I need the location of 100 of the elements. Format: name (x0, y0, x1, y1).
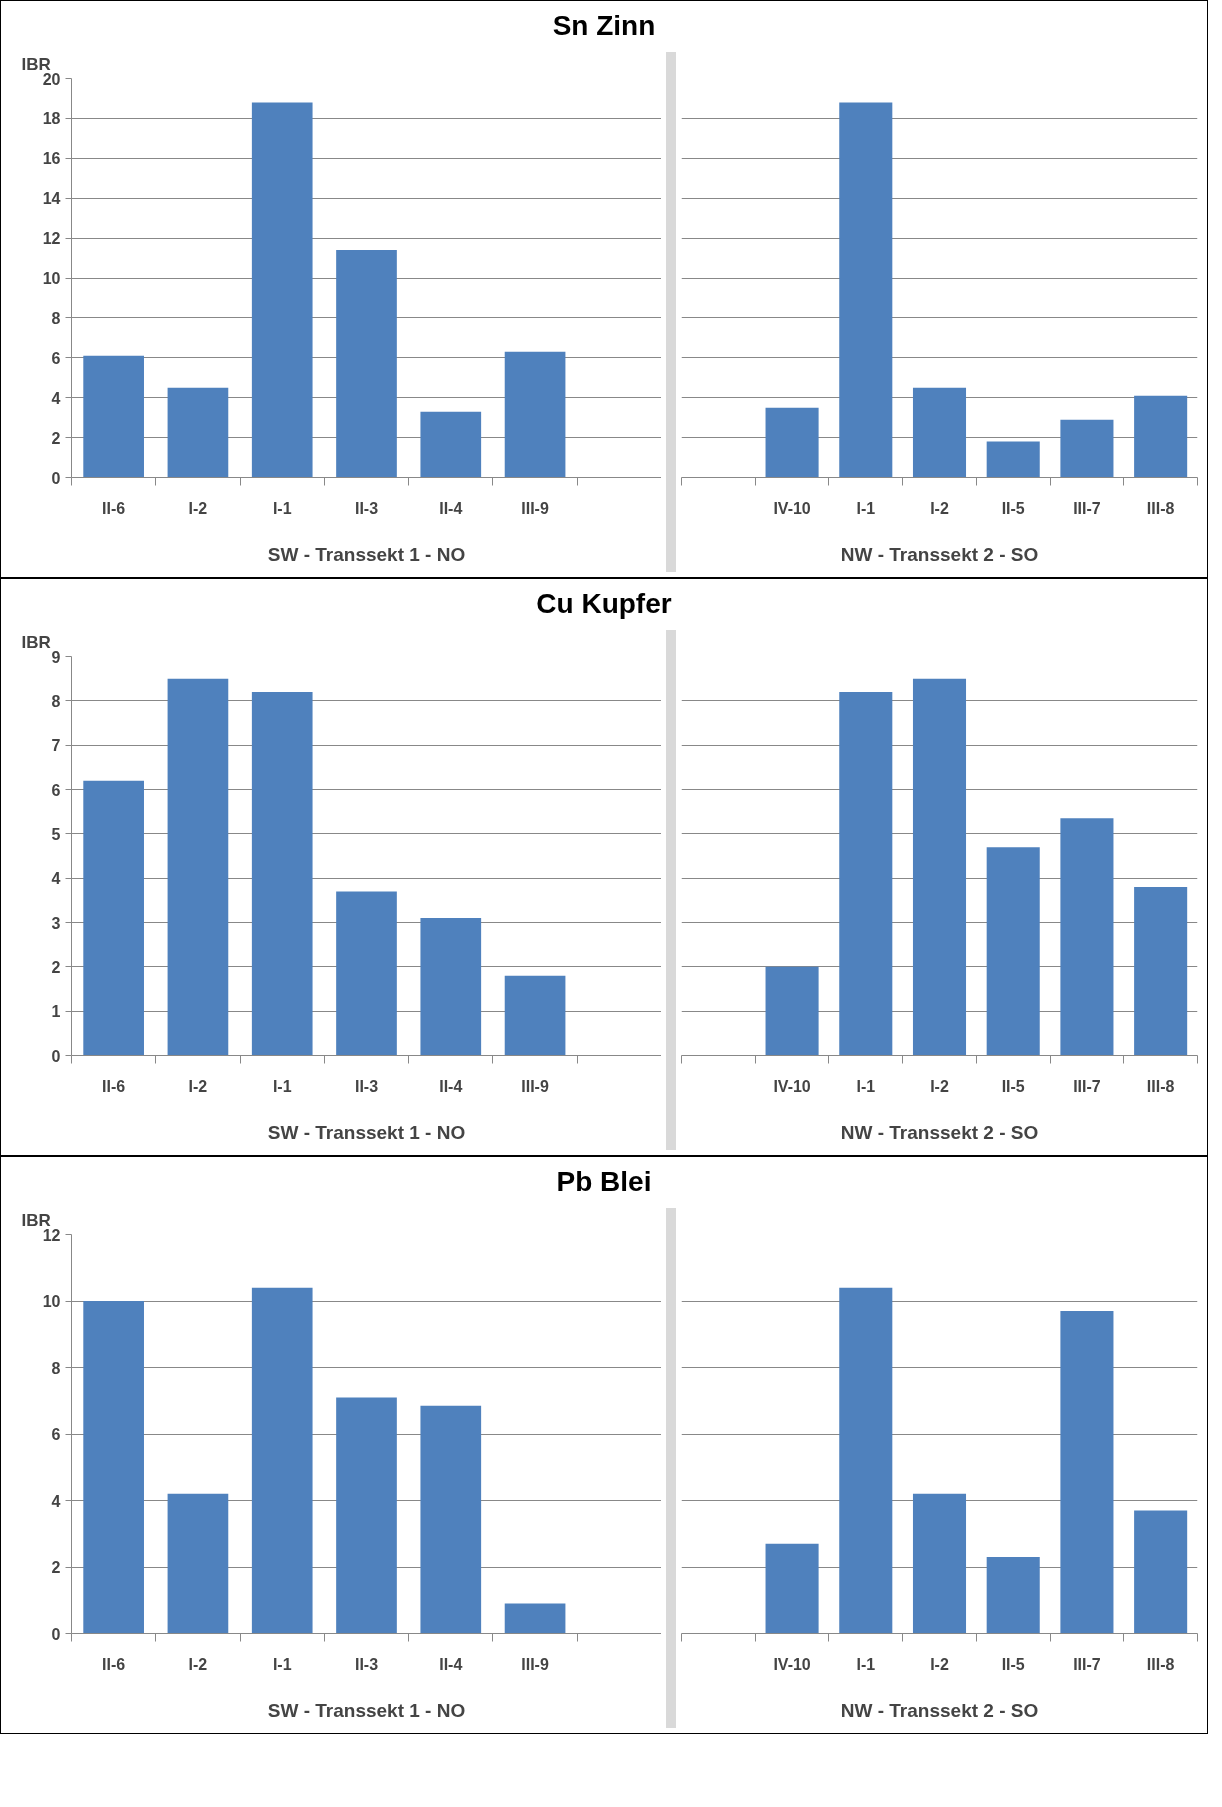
x-tick-label: IV-10 (773, 499, 811, 517)
bar (167, 1493, 229, 1634)
bar (1060, 818, 1114, 1056)
bar (420, 918, 482, 1056)
x-tick-label: III-8 (1146, 1655, 1175, 1673)
y-tick-label: 8 (51, 692, 61, 710)
y-tick-label: 8 (51, 1359, 61, 1377)
x-tick-label: II-5 (1001, 1655, 1025, 1673)
y-tick-label: 10 (42, 1293, 61, 1310)
x-axis-title: NW - Transsekt 2 - SO (840, 1699, 1039, 1721)
x-tick-label: II-6 (102, 1655, 126, 1673)
x-tick-label: III-8 (1146, 1077, 1175, 1095)
y-tick-label: 10 (42, 270, 61, 287)
x-tick-label: I-2 (930, 1077, 949, 1095)
x-tick-label: III-7 (1073, 1655, 1101, 1673)
x-tick-label: I-1 (272, 499, 292, 517)
y-tick-label: 9 (51, 648, 61, 666)
bar (839, 691, 893, 1056)
bar (839, 102, 893, 478)
y-tick-label: 4 (51, 1492, 61, 1510)
y-tick-label: 3 (51, 914, 61, 932)
x-axis-title: SW - Transsekt 1 - NO (267, 1121, 466, 1143)
bar (420, 1405, 482, 1634)
x-tick-label: II-4 (439, 1655, 463, 1673)
chart-title: Cu Kupfer (536, 587, 672, 621)
x-axis-title: NW - Transsekt 2 - SO (840, 1121, 1039, 1143)
x-tick-label: III-9 (521, 499, 549, 517)
bar (504, 975, 566, 1056)
bar (336, 250, 397, 478)
bar (167, 387, 229, 478)
y-tick-label: 2 (51, 958, 61, 976)
y-tick-label: 14 (42, 190, 61, 208)
bar (336, 891, 397, 1056)
x-tick-label: III-9 (521, 1655, 549, 1673)
bar (986, 1557, 1040, 1634)
x-tick-label: I-1 (272, 1655, 292, 1673)
bar (986, 441, 1040, 478)
bar (336, 1397, 397, 1634)
y-tick-label: 0 (51, 1047, 61, 1065)
bar (504, 351, 566, 478)
bar (83, 1301, 144, 1634)
x-tick-label: II-3 (354, 1655, 379, 1673)
x-tick-label: II-4 (439, 1077, 463, 1095)
y-tick-label: 1 (51, 1003, 61, 1021)
y-tick-label: 8 (51, 309, 61, 327)
bar (912, 678, 967, 1056)
x-tick-label: II-5 (1001, 1077, 1025, 1095)
x-tick-label: I-1 (856, 1655, 876, 1673)
x-tick-label: I-2 (188, 499, 208, 517)
x-tick-label: II-4 (439, 499, 463, 517)
y-tick-label: 6 (51, 781, 61, 799)
x-tick-label: II-3 (354, 1077, 379, 1095)
x-tick-label: IV-10 (773, 1655, 811, 1673)
y-tick-label: 12 (42, 230, 61, 248)
bar (1134, 887, 1188, 1056)
y-axis-title: IBR (21, 632, 51, 652)
x-tick-label: I-1 (856, 499, 876, 517)
y-tick-label: 2 (51, 1559, 61, 1576)
x-axis-title: SW - Transsekt 1 - NO (267, 1699, 466, 1721)
x-tick-label: I-1 (856, 1077, 876, 1095)
y-tick-label: 6 (51, 1426, 61, 1443)
x-axis-title: NW - Transsekt 2 - SO (840, 543, 1039, 565)
y-tick-label: 5 (51, 825, 61, 843)
bar (765, 407, 819, 478)
x-tick-label: III-9 (521, 1077, 549, 1095)
y-tick-label: 6 (51, 349, 61, 367)
bar (251, 1287, 313, 1634)
bar (504, 1603, 566, 1634)
x-tick-label: III-8 (1146, 499, 1175, 517)
bar (1060, 1310, 1114, 1634)
x-tick-label: III-7 (1073, 499, 1101, 517)
chart-title: Pb Blei (556, 1165, 652, 1199)
x-tick-label: I-2 (188, 1655, 208, 1673)
bar (765, 966, 819, 1056)
bar (1134, 1510, 1188, 1634)
y-tick-label: 18 (42, 110, 61, 128)
y-tick-label: 4 (51, 870, 61, 888)
x-tick-label: II-3 (354, 499, 379, 517)
bar (986, 847, 1040, 1056)
chart-title: Sn Zinn (552, 9, 656, 43)
bar (251, 102, 313, 478)
y-tick-label: 2 (51, 429, 61, 447)
x-tick-label: III-7 (1073, 1077, 1101, 1095)
x-tick-label: I-1 (272, 1077, 292, 1095)
x-tick-label: II-6 (102, 499, 126, 517)
x-tick-label: II-6 (102, 1077, 126, 1095)
bar (912, 1493, 967, 1634)
bar (912, 387, 967, 478)
y-tick-label: 16 (42, 150, 61, 168)
x-tick-label: I-2 (188, 1077, 208, 1095)
bar (765, 1543, 819, 1634)
bar (839, 1287, 893, 1634)
y-tick-label: 7 (51, 737, 61, 755)
x-axis-title: SW - Transsekt 1 - NO (267, 543, 466, 565)
x-tick-label: II-5 (1001, 499, 1025, 517)
x-tick-label: IV-10 (773, 1077, 811, 1095)
bar (167, 678, 229, 1056)
y-tick-label: 4 (51, 389, 61, 407)
bar (251, 691, 313, 1056)
bar (420, 411, 482, 478)
